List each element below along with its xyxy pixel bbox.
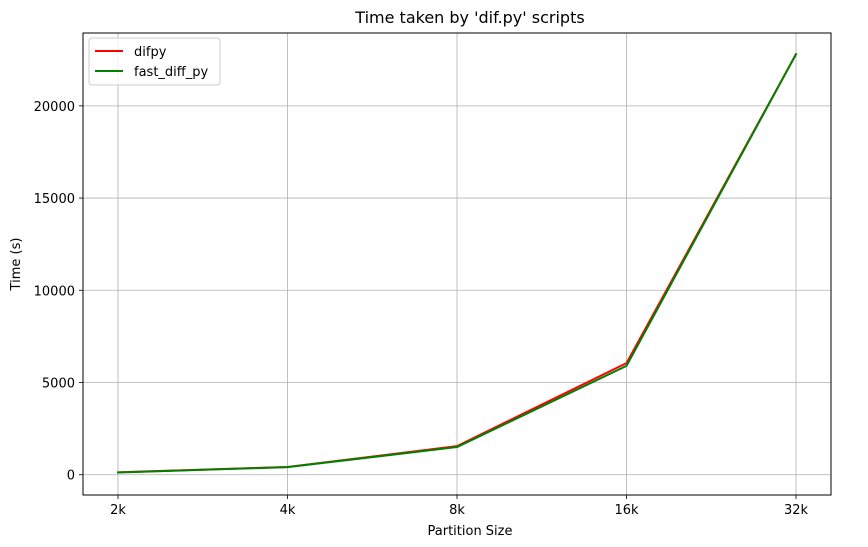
series-line-fast-diff-py — [116, 52, 798, 474]
y-tick-label: 15000 — [34, 192, 75, 207]
y-tick-label: 10000 — [34, 284, 75, 299]
legend: difpy fast_diff_py — [88, 37, 221, 86]
x-tick-label: 32k — [784, 503, 809, 518]
x-tick-label: 16k — [614, 503, 639, 518]
legend-label-difpy: difpy — [134, 45, 167, 60]
y-tick-label: 0 — [67, 469, 75, 484]
legend-box — [88, 37, 221, 86]
series-layer — [116, 52, 798, 474]
legend-label-fast-diff-py: fast_diff_py — [134, 65, 208, 80]
x-axis: 2k 4k 8k 16k 32k — [110, 495, 809, 518]
y-tick-label: 20000 — [34, 100, 75, 115]
chart-title: Time taken by 'dif.py' scripts — [354, 8, 584, 27]
x-axis-label: Partition Size — [428, 524, 513, 539]
x-tick-label: 8k — [449, 503, 465, 518]
y-tick-label: 5000 — [42, 376, 75, 391]
grid-lines — [83, 33, 831, 495]
x-tick-label: 2k — [110, 503, 126, 518]
y-axis-label: Time (s) — [9, 238, 24, 292]
y-axis: 0 5000 10000 15000 20000 — [34, 100, 83, 484]
x-tick-label: 4k — [280, 503, 296, 518]
